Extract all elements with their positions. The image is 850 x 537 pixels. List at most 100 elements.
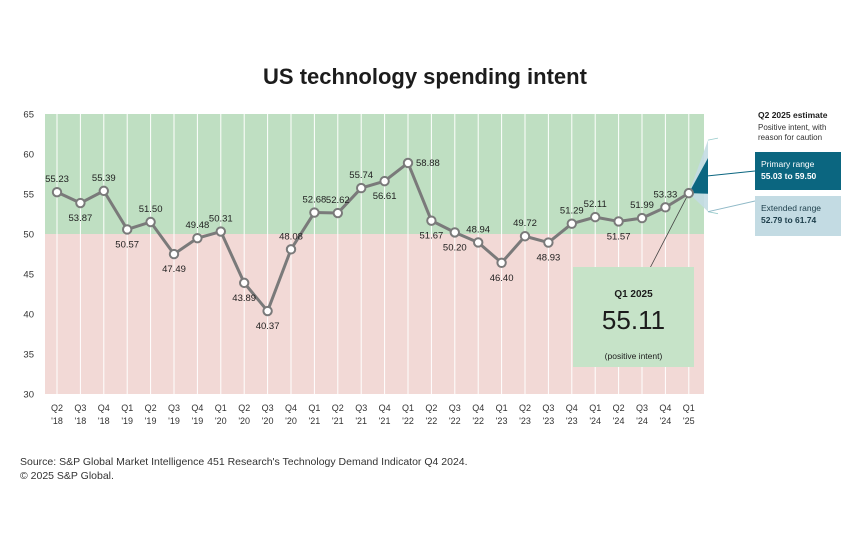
x-tick-label: Q1 — [402, 403, 414, 413]
x-tick-label: Q4 — [191, 403, 203, 413]
data-labels: 55.23 53.87 55.39 50.57 51.50 47.49 49.4850.31… — [45, 158, 677, 332]
data-label: 48.94 — [466, 224, 490, 235]
callout-value: 55.11 — [601, 305, 666, 335]
x-tick-year: '20 — [215, 416, 227, 426]
y-tick-label: 30 — [23, 390, 34, 401]
data-label: 40.37 — [256, 321, 280, 332]
primary-range-box: Primary range 55.03 to 59.50 — [755, 152, 841, 190]
x-tick-year: '21 — [309, 416, 321, 426]
primary-range-label: Primary range — [761, 159, 815, 169]
extended-range-value: 52.79 to 61.74 — [761, 215, 817, 225]
data-point — [402, 157, 414, 169]
data-point — [496, 257, 507, 268]
y-tick-label: 60 — [23, 150, 34, 161]
y-tick-label: 40 — [23, 310, 34, 321]
x-tick-label: Q2 — [51, 403, 63, 413]
data-label: 51.50 — [139, 204, 163, 215]
x-tick-year: '24 — [613, 416, 625, 426]
data-label: 53.33 — [654, 189, 678, 200]
source-note: Source: S&P Global Market Intelligence 4… — [20, 456, 468, 468]
data-point — [192, 232, 203, 244]
x-tick-label: Q4 — [566, 403, 578, 413]
data-point — [145, 216, 156, 228]
x-tick-label: Q3 — [168, 403, 180, 413]
x-tick-year: '24 — [589, 416, 601, 426]
data-point — [683, 187, 694, 199]
data-point — [239, 277, 250, 289]
data-point — [332, 207, 343, 219]
x-tick-label: Q2 — [613, 403, 625, 413]
extended-connector — [707, 200, 756, 213]
extended-range-label: Extended range — [761, 203, 822, 213]
y-axis: 30 35 40 45 50 55 60 65 — [23, 110, 34, 401]
data-label: 50.31 — [209, 214, 233, 225]
x-tick-year: '24 — [636, 416, 648, 426]
x-axis: Q2 '18 Q3 '18 Q4 '18 Q1 '19 Q2 '19 Q3 '19 Q4 '19 Q1 '20… — [51, 403, 695, 426]
bracket-line — [707, 211, 719, 215]
x-tick-label: Q4 — [472, 403, 484, 413]
data-label: 55.39 — [92, 173, 116, 184]
x-tick-label: Q1 — [121, 403, 133, 413]
bracket-line — [707, 137, 719, 141]
x-tick-label: Q2 — [425, 403, 437, 413]
data-point — [519, 231, 531, 242]
gridlines — [56, 114, 690, 394]
x-tick-year: '23 — [543, 416, 555, 426]
data-point — [122, 224, 133, 235]
x-tick-label: Q2 — [332, 403, 344, 413]
x-tick-year: '23 — [519, 416, 531, 426]
data-point — [215, 226, 227, 237]
x-tick-label: Q4 — [379, 403, 391, 413]
data-point — [426, 215, 437, 226]
data-label: 55.74 — [349, 170, 373, 181]
callout-label: Q1 2025 — [614, 289, 653, 300]
data-point — [285, 244, 297, 255]
data-point — [543, 237, 554, 248]
data-point — [356, 182, 367, 194]
x-tick-year: '19 — [121, 416, 133, 426]
data-point — [379, 175, 390, 187]
x-tick-year: '22 — [449, 416, 461, 426]
x-tick-year: '20 — [262, 416, 274, 426]
x-tick-year: '18 — [98, 416, 110, 426]
data-label: 49.48 — [186, 220, 210, 231]
x-tick-year: '22 — [472, 416, 484, 426]
data-label: 50.20 — [443, 242, 467, 253]
x-tick-label: Q4 — [98, 403, 110, 413]
data-label: 48.93 — [537, 253, 561, 264]
primary-range-wedge — [688, 158, 708, 194]
q1-callout-box: Q1 2025 55.11 (positive intent) — [573, 267, 694, 367]
data-point — [473, 237, 484, 248]
x-tick-label: Q4 — [285, 403, 297, 413]
x-tick-year: '21 — [355, 416, 367, 426]
x-tick-label: Q3 — [449, 403, 461, 413]
x-tick-label: Q1 — [683, 403, 695, 413]
estimate-subtitle: Positive intent, with reason for caution — [758, 123, 827, 142]
x-tick-year: '19 — [145, 416, 157, 426]
x-tick-label: Q1 — [589, 403, 601, 413]
x-tick-label: Q2 — [145, 403, 157, 413]
x-tick-label: Q2 — [238, 403, 250, 413]
copyright-note: © 2025 S&P Global. — [20, 470, 114, 482]
x-tick-year: '23 — [496, 416, 508, 426]
estimate-heading: Q2 2025 estimate — [758, 110, 828, 120]
x-tick-year: '18 — [75, 416, 87, 426]
x-tick-label: Q3 — [262, 403, 274, 413]
data-point — [449, 227, 460, 238]
x-tick-label: Q3 — [355, 403, 367, 413]
x-tick-year: '19 — [192, 416, 204, 426]
data-label: 48.08 — [279, 231, 303, 242]
data-label: 51.67 — [420, 231, 444, 242]
x-tick-year: '22 — [402, 416, 414, 426]
series-line-path — [56, 161, 690, 313]
data-point — [590, 211, 601, 223]
x-tick-label: Q1 — [308, 403, 320, 413]
x-tick-label: Q3 — [542, 403, 554, 413]
x-tick-year: '24 — [660, 416, 672, 426]
data-point — [636, 212, 648, 224]
extended-range-box: Extended range 52.79 to 61.74 — [755, 196, 841, 236]
data-label: 52.68 — [303, 195, 327, 206]
y-tick-label: 45 — [23, 270, 34, 281]
data-label: 43.89 — [232, 293, 256, 304]
x-tick-label: Q1 — [215, 403, 227, 413]
